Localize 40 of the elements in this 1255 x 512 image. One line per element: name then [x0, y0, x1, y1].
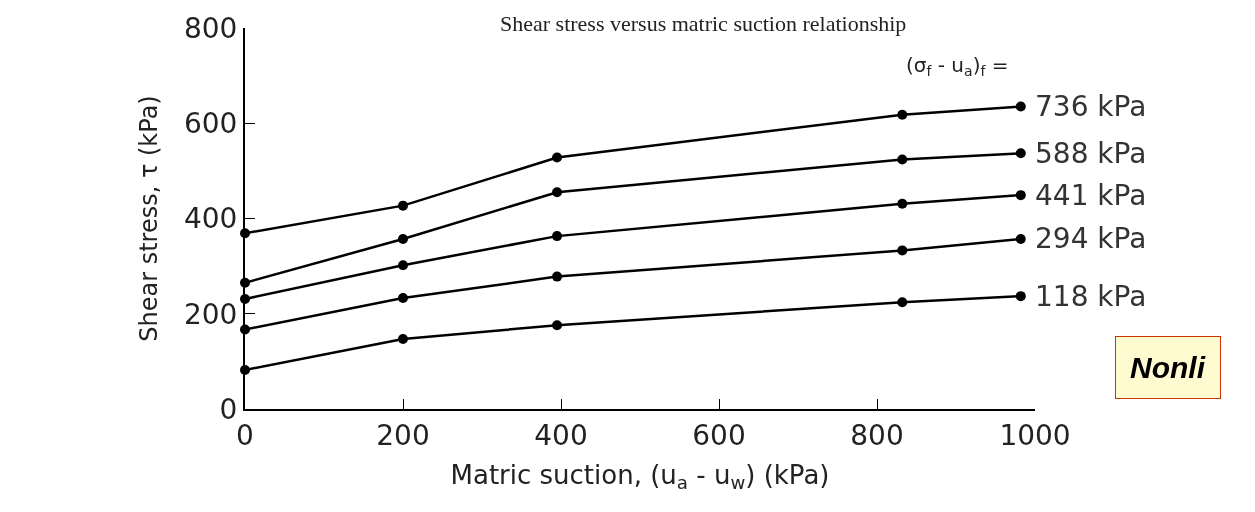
- point: [1015, 148, 1026, 159]
- y-tick-label: 0: [219, 392, 238, 426]
- y-tick-label: 400: [183, 202, 238, 236]
- text: Nonli: [1130, 351, 1206, 384]
- annotation: (σ$_{f}$ - u$_{a}$)$_{f}$ =: [906, 53, 1009, 80]
- point: [552, 320, 563, 331]
- point: [398, 200, 408, 211]
- point: [552, 231, 563, 242]
- point: [897, 109, 908, 120]
- x-tick-label: 200: [376, 418, 430, 452]
- series-label: 118 kPa: [1035, 280, 1147, 313]
- series-label: 294 kPa: [1035, 222, 1147, 255]
- series-label: 588 kPa: [1035, 137, 1147, 170]
- y-tick-label: 600: [183, 107, 238, 141]
- point: [552, 187, 563, 198]
- point: [1015, 101, 1026, 112]
- chart-title: Shear stress versus matric suction relationship: [500, 10, 907, 36]
- y-tick-label: 800: [183, 11, 238, 45]
- x-tick-label: 1000: [999, 418, 1071, 452]
- x-tick-label: 400: [534, 418, 588, 452]
- y-tick-label: 200: [183, 297, 238, 331]
- point: [398, 293, 408, 304]
- point: [552, 152, 563, 163]
- point: [398, 260, 408, 271]
- y-axis-title: Shear stress, τ (kPa): [134, 95, 163, 342]
- x-tick-label: 800: [850, 418, 904, 452]
- point: [398, 233, 408, 244]
- point: [1015, 233, 1026, 244]
- point: [398, 333, 408, 344]
- point: [897, 198, 908, 209]
- x-axis-title: Matric suction, (u$_{a}$ - u$_{w}$) (kPa): [450, 459, 830, 494]
- point: [1015, 190, 1026, 201]
- point: [897, 154, 908, 165]
- series-label: 441 kPa: [1035, 179, 1147, 212]
- point: [552, 271, 563, 282]
- point: [1015, 291, 1026, 302]
- point: [897, 245, 908, 256]
- x-tick-label: 600: [692, 418, 746, 452]
- point: [897, 297, 908, 308]
- series-label: 736 kPa: [1035, 90, 1147, 123]
